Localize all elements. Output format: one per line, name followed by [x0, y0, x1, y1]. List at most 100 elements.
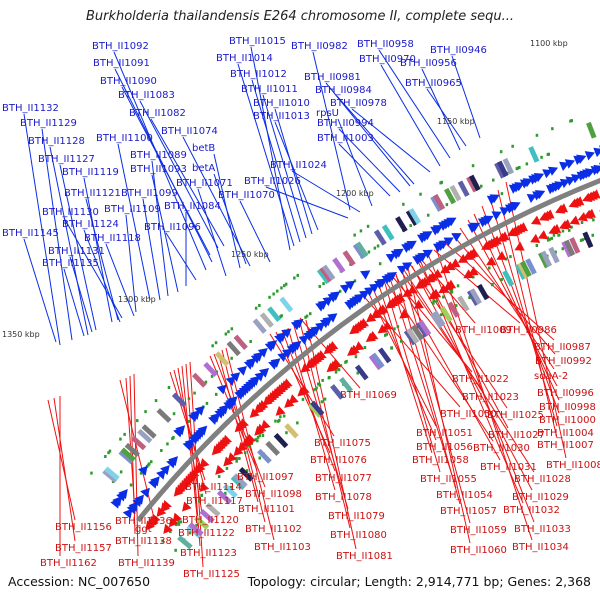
forward-gene-arrow — [593, 147, 600, 158]
forward-gene-arrow — [369, 283, 380, 293]
gene-label-reverse: BTH_II1050 — [440, 409, 497, 420]
label-leader-line — [359, 291, 461, 408]
label-leader-line — [133, 373, 139, 557]
gene-label-forward: BTH_II1071 — [176, 178, 233, 189]
forward-gene-arrow — [197, 425, 208, 436]
reverse-gene-arrow — [468, 266, 479, 276]
feature-band — [352, 243, 366, 260]
forward-gene-arrow — [547, 166, 559, 176]
reverse-gene-arrow — [445, 279, 457, 289]
gene-label-reverse: BTH_II0986 — [500, 325, 557, 336]
marker-dot — [235, 456, 238, 460]
gene-label-forward: BTH_II0946 — [430, 45, 487, 56]
feature-band — [569, 237, 581, 254]
feature-band — [232, 473, 248, 488]
marker-dot — [334, 370, 338, 374]
gene-label-forward: BTH_II1070 — [218, 190, 275, 201]
marker-dot — [409, 224, 412, 228]
marker-dot — [445, 203, 449, 207]
reverse-gene-arrow — [491, 235, 502, 245]
forward-gene-arrow — [432, 225, 444, 234]
reverse-gene-arrow — [438, 284, 449, 294]
feature-band — [525, 258, 537, 275]
gene-label-reverse: BTH_II1103 — [254, 542, 311, 553]
label-leader-line — [173, 369, 207, 495]
label-leader-line — [83, 177, 113, 323]
feature-band — [257, 448, 272, 464]
gene-label-forward: BTH_II1145 — [2, 228, 59, 239]
forward-gene-arrow — [310, 326, 321, 336]
forward-gene-arrow — [385, 253, 396, 263]
marker-dot — [200, 494, 203, 497]
kbp-tick-label: 1250 kbp — [231, 250, 269, 259]
marker-dot — [301, 397, 305, 401]
gene-label-forward: BTH_II0982 — [291, 41, 348, 52]
reverse-gene-arrow — [419, 276, 431, 286]
forward-gene-arrow — [140, 487, 150, 498]
marker-dot — [136, 419, 139, 423]
feature-band — [177, 535, 193, 550]
marker-dot — [161, 539, 164, 543]
gene-label-reverse: BTH_II1004 — [537, 428, 594, 439]
feature-band — [457, 180, 470, 197]
gene-label-reverse: BTH_II1057 — [440, 506, 497, 517]
marker-dot — [500, 278, 503, 281]
reverse-gene-arrow — [585, 208, 596, 218]
marker-dot — [550, 236, 553, 240]
reverse-gene-arrow — [496, 251, 507, 260]
marker-dot — [488, 266, 491, 270]
reverse-gene-arrow — [239, 418, 249, 429]
feature-band — [432, 193, 446, 211]
feature-band — [502, 157, 515, 175]
gene-label-reverse: BTH_II1117 — [186, 496, 243, 507]
marker-dot — [244, 451, 247, 455]
label-leader-line — [23, 113, 61, 346]
reverse-gene-arrow — [468, 248, 479, 257]
forward-gene-arrow — [246, 357, 257, 368]
marker-dot — [238, 457, 241, 460]
reverse-gene-arrow — [288, 394, 299, 404]
marker-dot — [282, 414, 286, 418]
forward-gene-arrow — [499, 207, 510, 217]
gene-label-forward: BTH_II1130 — [42, 207, 99, 218]
label-leader-line — [389, 277, 457, 489]
label-leader-line — [459, 227, 555, 370]
gene-label-reverse: BTH_II1008 — [546, 460, 600, 471]
forward-gene-arrow — [249, 375, 260, 386]
gene-label-forward: BTH_II1127 — [38, 154, 95, 165]
accession-text: Accession: NC_007650 — [8, 574, 151, 589]
marker-dot — [345, 359, 348, 363]
feature-band — [373, 229, 387, 246]
gene-label-forward: BTH_II1003 — [317, 133, 374, 144]
marker-dot — [367, 250, 371, 254]
reverse-gene-arrow — [163, 523, 173, 534]
label-leader-line — [150, 118, 225, 247]
marker-dot — [284, 282, 288, 286]
marker-dot — [296, 273, 299, 277]
label-leader-line — [433, 249, 521, 324]
feature-band — [124, 442, 140, 458]
gene-label-reverse: BTH_II1122 — [178, 528, 235, 539]
gene-label-forward: BTH_II1013 — [253, 111, 310, 122]
marker-dot — [547, 238, 550, 242]
forward-gene-arrow — [393, 248, 404, 258]
reverse-gene-arrow — [358, 318, 369, 328]
label-leader-line — [383, 279, 441, 473]
marker-dot — [205, 401, 209, 405]
reverse-gene-arrow — [486, 256, 497, 266]
marker-dot — [198, 499, 201, 503]
marker-dot — [177, 522, 181, 526]
map-title: Burkholderia thailandensis E264 chromoso… — [85, 9, 515, 24]
forward-gene-arrow — [150, 476, 160, 487]
marker-dot — [227, 330, 230, 334]
label-leader-line — [119, 379, 156, 523]
marker-dot — [366, 224, 370, 228]
marker-dot — [123, 432, 126, 436]
kbp-tick-label: 1200 kbp — [336, 189, 374, 198]
feature-band — [381, 224, 395, 241]
marker-dot — [258, 304, 261, 307]
forward-gene-arrow — [254, 371, 265, 382]
gene-label-reverse: BTH_II1000 — [539, 415, 596, 426]
label-leader-line — [281, 329, 336, 472]
